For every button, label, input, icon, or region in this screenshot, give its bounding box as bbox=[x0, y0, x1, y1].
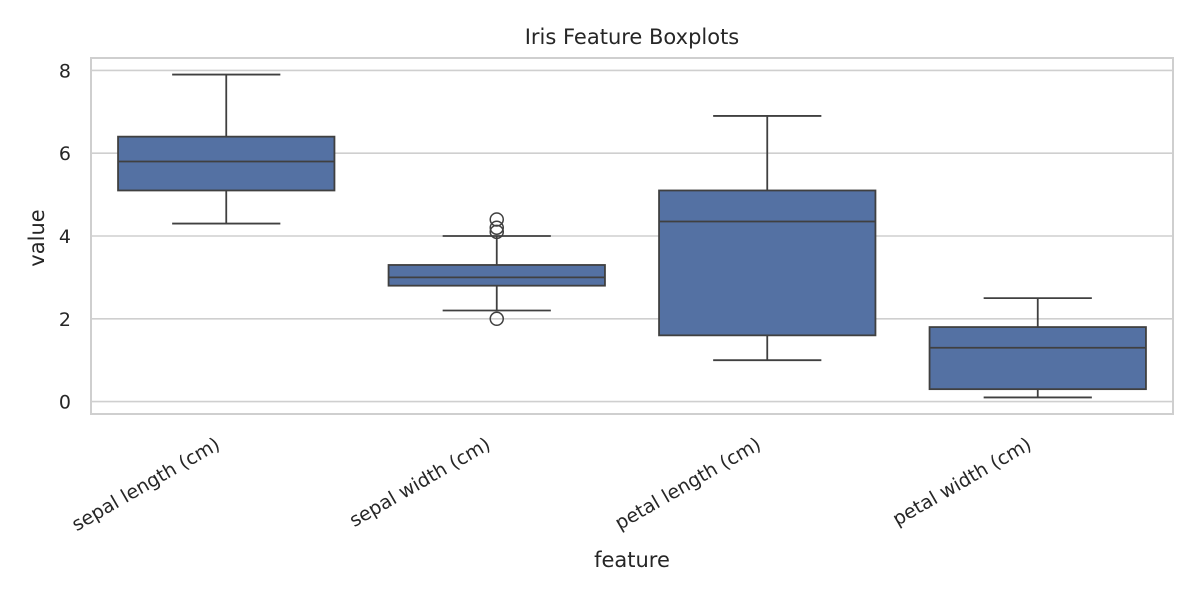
outlier-point bbox=[489, 220, 504, 235]
outlier-point bbox=[489, 212, 504, 227]
box-group bbox=[658, 115, 877, 362]
box-iqr bbox=[387, 264, 606, 287]
box-iqr bbox=[117, 135, 336, 192]
x-tick-label: petal length (cm) bbox=[611, 433, 765, 534]
x-tick-labels: sepal length (cm) sepal width (cm) petal l… bbox=[68, 433, 1035, 536]
plot-frame bbox=[90, 57, 1174, 415]
x-axis-label: feature bbox=[594, 548, 670, 572]
box-layer bbox=[117, 73, 1147, 399]
y-tick-label: 0 bbox=[59, 392, 71, 414]
y-tick-label: 6 bbox=[59, 143, 71, 165]
y-tick-labels: 0 2 4 6 8 bbox=[59, 60, 71, 413]
x-tick-label: sepal width (cm) bbox=[346, 433, 495, 531]
y-tick-label: 4 bbox=[59, 226, 71, 248]
y-tick-label: 2 bbox=[59, 309, 71, 331]
box-iqr bbox=[928, 326, 1147, 391]
box-group bbox=[387, 212, 606, 327]
x-tick-label: petal width (cm) bbox=[889, 433, 1035, 530]
x-tick-label: sepal length (cm) bbox=[68, 433, 224, 536]
y-tick-label: 8 bbox=[59, 60, 71, 82]
outlier-point bbox=[489, 311, 504, 327]
chart-title: Iris Feature Boxplots bbox=[525, 25, 740, 49]
y-axis-label: value bbox=[25, 209, 49, 266]
box-group bbox=[117, 73, 336, 225]
box-iqr bbox=[658, 189, 877, 337]
box-group bbox=[928, 297, 1147, 399]
